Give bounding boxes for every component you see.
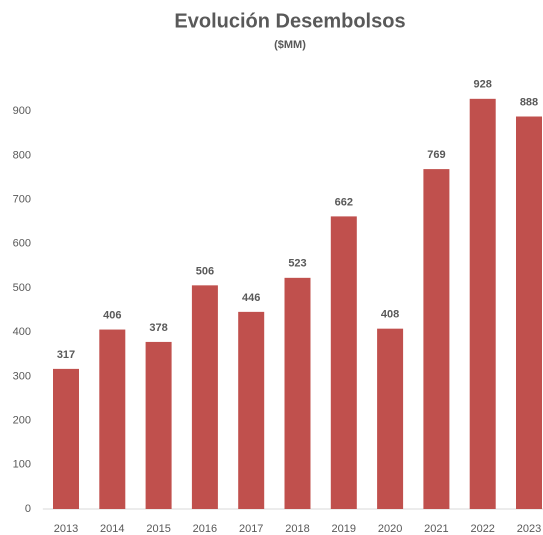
bar (516, 116, 542, 509)
bar (377, 328, 404, 509)
bar (330, 216, 357, 509)
value-label: 928 (474, 79, 492, 91)
chart-title: Evolución Desembolsos (174, 10, 405, 32)
chart-subtitle: ($MM) (274, 39, 306, 51)
value-label: 662 (335, 196, 353, 208)
value-label: 317 (57, 349, 75, 361)
bar (238, 311, 265, 509)
x-tick-label: 2019 (332, 523, 356, 535)
x-tick-label: 2020 (378, 523, 402, 535)
value-label: 378 (149, 322, 167, 334)
value-label: 769 (427, 149, 445, 161)
x-tick-label: 2022 (470, 523, 494, 535)
x-tick-label: 2017 (239, 523, 263, 535)
y-tick-label: 0 (25, 503, 31, 515)
y-tick-label: 400 (13, 326, 31, 338)
bar (99, 329, 126, 509)
value-label: 406 (103, 309, 121, 321)
x-tick-label: 2014 (100, 523, 124, 535)
x-tick-label: 2013 (54, 523, 78, 535)
x-tick-label: 2018 (285, 523, 309, 535)
bar (469, 98, 496, 509)
value-label: 408 (381, 309, 399, 321)
bar (53, 368, 79, 509)
x-tick-label: 2023 (517, 523, 541, 535)
y-tick-label: 500 (13, 282, 31, 294)
value-label: 446 (242, 292, 260, 304)
y-tick-label: 100 (13, 459, 31, 471)
bar (284, 277, 311, 509)
value-label: 506 (196, 265, 214, 277)
y-tick-label: 800 (13, 149, 31, 161)
y-tick-label: 900 (13, 105, 31, 117)
y-tick-label: 600 (13, 238, 31, 250)
bar (423, 169, 450, 510)
x-tick-label: 2021 (424, 523, 448, 535)
bar (145, 341, 172, 509)
bar (191, 285, 218, 509)
x-tick-label: 2016 (193, 523, 217, 535)
value-label: 888 (520, 96, 538, 108)
y-tick-label: 200 (13, 415, 31, 427)
x-tick-label: 2015 (146, 523, 170, 535)
y-tick-label: 700 (13, 194, 31, 206)
value-label: 523 (288, 258, 306, 270)
y-tick-label: 300 (13, 370, 31, 382)
